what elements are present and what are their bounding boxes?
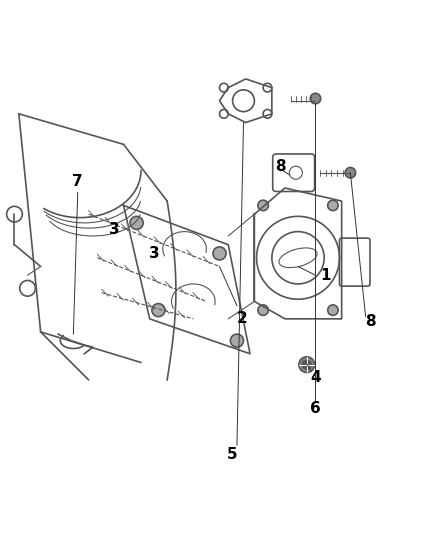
Circle shape [298, 357, 314, 373]
Text: 6: 6 [309, 401, 320, 416]
Text: 8: 8 [364, 313, 374, 328]
Circle shape [130, 216, 143, 229]
Text: 3: 3 [148, 246, 159, 261]
Circle shape [257, 305, 268, 316]
Text: 8: 8 [275, 159, 285, 174]
Text: 3: 3 [109, 222, 120, 237]
Text: 4: 4 [310, 370, 320, 385]
Circle shape [327, 200, 337, 211]
Circle shape [230, 334, 243, 347]
Circle shape [302, 360, 311, 369]
Circle shape [212, 247, 226, 260]
Text: 2: 2 [237, 311, 247, 326]
Text: 1: 1 [319, 268, 329, 282]
Circle shape [257, 200, 268, 211]
Circle shape [152, 304, 165, 317]
Text: 5: 5 [227, 447, 237, 462]
Text: 7: 7 [72, 174, 83, 189]
Circle shape [344, 167, 355, 178]
Circle shape [310, 93, 320, 104]
Circle shape [327, 305, 337, 316]
